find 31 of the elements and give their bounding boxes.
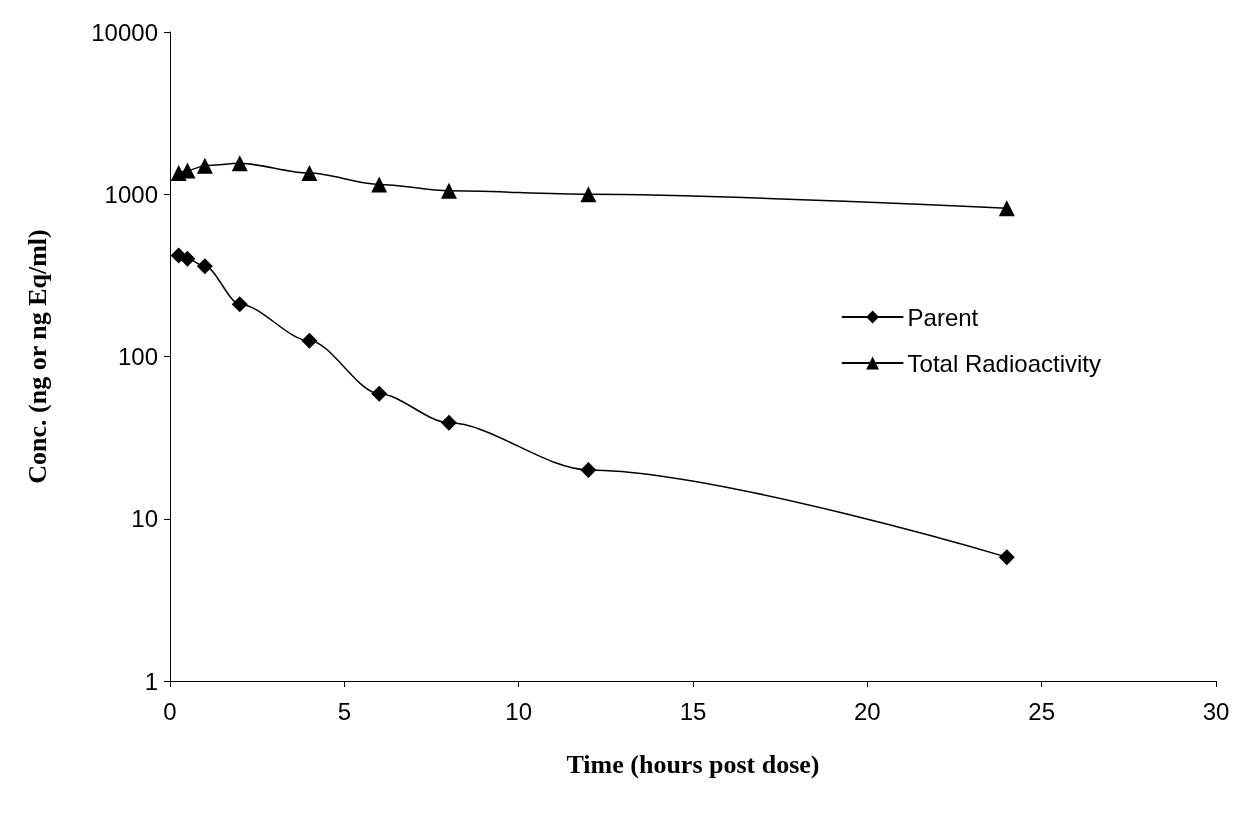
- x-tick-label: 10: [505, 697, 533, 725]
- x-tick-label: 5: [337, 697, 352, 725]
- point: [580, 186, 597, 203]
- point: [998, 549, 1015, 566]
- x-axis-title: Time (hours post dose): [566, 749, 820, 779]
- x-tick-label: 25: [1028, 697, 1056, 725]
- point: [440, 414, 457, 431]
- point: [371, 385, 388, 402]
- y-tick-label: 100: [117, 343, 158, 370]
- point: [998, 200, 1015, 217]
- y-tick-label: 1: [144, 667, 158, 695]
- point: [196, 258, 213, 275]
- x-tick-label: 30: [1202, 697, 1230, 725]
- point: [580, 461, 597, 478]
- point: [196, 157, 213, 174]
- point: [440, 182, 457, 199]
- legend-label: Total Radioactivity: [907, 349, 1101, 377]
- point: [301, 165, 318, 182]
- y-tick-label: 10000: [91, 18, 158, 46]
- y-tick-label: 1000: [104, 180, 158, 208]
- point: [179, 250, 196, 267]
- x-tick-label: 20: [853, 697, 881, 725]
- y-axis-title: Conc. (ng or ng Eq/ml): [22, 229, 52, 484]
- x-tick-label: 0: [163, 697, 177, 725]
- legend-label: Parent: [907, 303, 979, 331]
- y-tick-label: 10: [131, 505, 158, 533]
- point: [231, 155, 248, 172]
- point: [231, 296, 248, 313]
- x-tick-label: 15: [679, 697, 707, 725]
- point: [371, 176, 388, 193]
- point: [301, 332, 318, 349]
